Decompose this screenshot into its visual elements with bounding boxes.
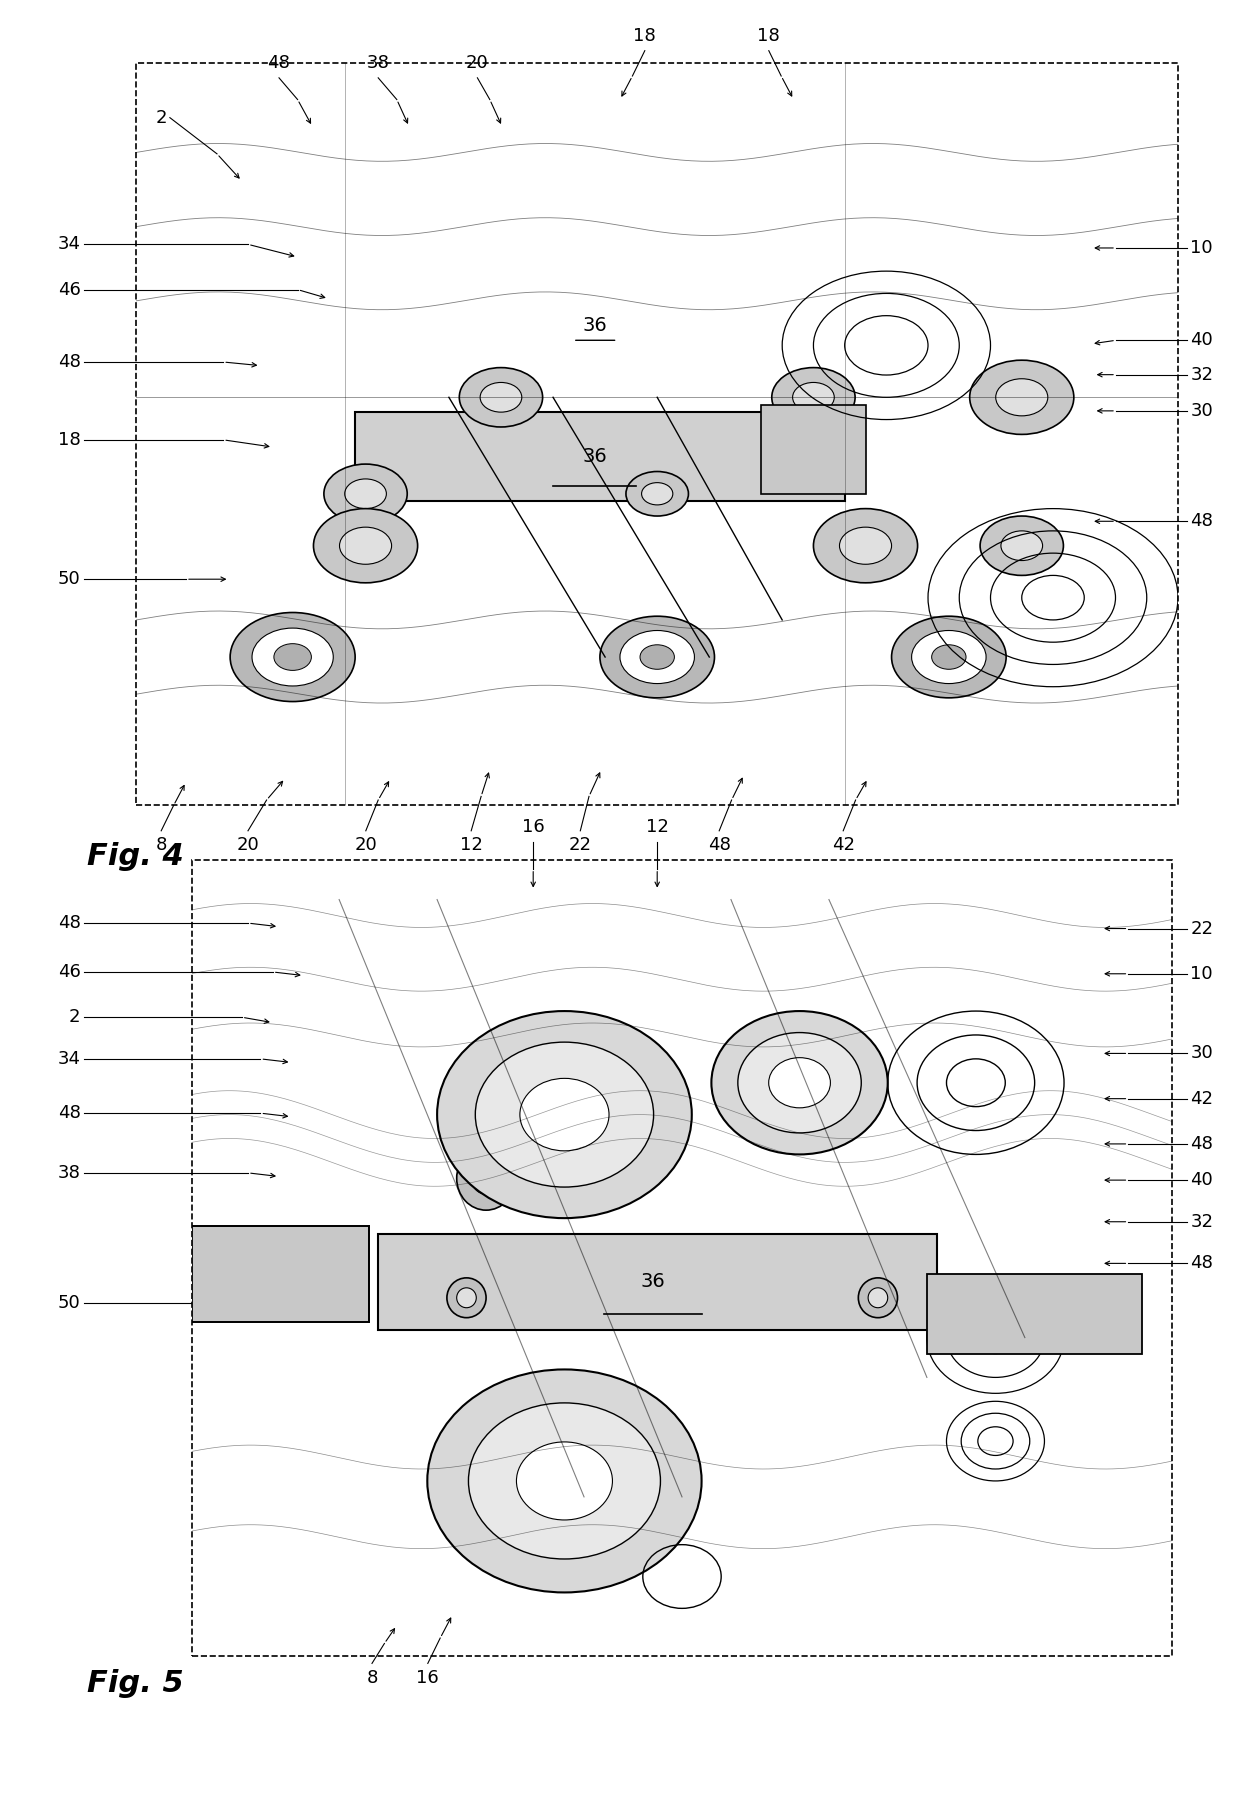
Text: 40: 40 <box>1190 331 1213 349</box>
Text: 48: 48 <box>58 914 81 932</box>
Text: 20: 20 <box>355 836 377 854</box>
Circle shape <box>324 463 407 523</box>
Text: 36: 36 <box>583 1095 608 1113</box>
Text: 16: 16 <box>522 818 544 836</box>
Text: Fig. 5: Fig. 5 <box>87 1669 184 1698</box>
Ellipse shape <box>868 1289 888 1307</box>
Circle shape <box>792 382 835 413</box>
Circle shape <box>626 472 688 516</box>
Text: 16: 16 <box>417 1669 439 1687</box>
Circle shape <box>314 509 418 583</box>
Circle shape <box>620 630 694 684</box>
Circle shape <box>480 382 522 413</box>
Bar <box>192 860 1172 1656</box>
Text: 36: 36 <box>583 317 608 335</box>
Text: 32: 32 <box>1190 366 1214 384</box>
Text: 30: 30 <box>1190 402 1213 420</box>
Circle shape <box>459 367 543 427</box>
Circle shape <box>438 1012 692 1218</box>
Ellipse shape <box>446 1278 486 1318</box>
Text: 48: 48 <box>58 1104 81 1122</box>
Text: 32: 32 <box>1190 1213 1214 1231</box>
Text: Fig. 4: Fig. 4 <box>87 842 184 871</box>
Text: 2: 2 <box>69 1008 81 1026</box>
Circle shape <box>252 628 334 686</box>
Text: 46: 46 <box>58 963 81 981</box>
Text: 8: 8 <box>155 836 167 854</box>
Text: 18: 18 <box>58 431 81 449</box>
Circle shape <box>738 1032 862 1133</box>
Text: 48: 48 <box>708 836 730 854</box>
FancyBboxPatch shape <box>355 413 844 501</box>
Circle shape <box>1001 530 1043 561</box>
Circle shape <box>970 360 1074 434</box>
Circle shape <box>641 483 673 505</box>
Text: 50: 50 <box>58 1294 81 1312</box>
Ellipse shape <box>858 1278 898 1318</box>
Circle shape <box>769 1057 831 1108</box>
Ellipse shape <box>620 1149 646 1176</box>
Text: 48: 48 <box>1190 512 1213 530</box>
Text: 22: 22 <box>569 836 591 854</box>
Text: 8: 8 <box>366 1669 378 1687</box>
Text: 10: 10 <box>1190 239 1213 257</box>
Text: 46: 46 <box>58 281 81 299</box>
Circle shape <box>892 615 1006 699</box>
Circle shape <box>340 527 392 565</box>
Text: 12: 12 <box>646 818 668 836</box>
FancyBboxPatch shape <box>378 1234 936 1330</box>
Text: 2: 2 <box>156 109 167 127</box>
FancyBboxPatch shape <box>928 1274 1142 1354</box>
FancyBboxPatch shape <box>761 405 866 494</box>
Text: 48: 48 <box>1190 1135 1213 1153</box>
Text: 12: 12 <box>460 836 482 854</box>
Circle shape <box>980 516 1064 576</box>
Circle shape <box>469 1403 661 1558</box>
Circle shape <box>996 378 1048 416</box>
Text: 48: 48 <box>58 353 81 371</box>
Text: 18: 18 <box>758 27 780 45</box>
Text: 20: 20 <box>466 54 489 72</box>
Text: 38: 38 <box>367 54 389 72</box>
Ellipse shape <box>456 1289 476 1307</box>
Text: 20: 20 <box>237 836 259 854</box>
Text: 36: 36 <box>583 447 608 467</box>
Circle shape <box>345 480 387 509</box>
Text: 42: 42 <box>1190 1090 1214 1108</box>
Circle shape <box>712 1012 888 1155</box>
Text: 22: 22 <box>1190 919 1214 938</box>
Ellipse shape <box>606 1135 660 1191</box>
Text: 42: 42 <box>832 836 854 854</box>
Text: 40: 40 <box>1190 1171 1213 1189</box>
Text: 30: 30 <box>1190 1044 1213 1062</box>
Text: 48: 48 <box>1190 1254 1213 1272</box>
Circle shape <box>520 1079 609 1151</box>
Text: 50: 50 <box>58 570 81 588</box>
Ellipse shape <box>456 1146 516 1211</box>
Text: 34: 34 <box>57 235 81 253</box>
Text: 18: 18 <box>634 27 656 45</box>
Text: 48: 48 <box>268 54 290 72</box>
Circle shape <box>911 630 986 684</box>
Bar <box>136 63 1178 805</box>
Ellipse shape <box>471 1162 501 1195</box>
Circle shape <box>839 527 892 565</box>
Circle shape <box>771 367 856 427</box>
Circle shape <box>931 644 966 670</box>
Text: 34: 34 <box>57 1050 81 1068</box>
Circle shape <box>516 1443 613 1520</box>
Circle shape <box>600 615 714 699</box>
Text: 38: 38 <box>58 1164 81 1182</box>
FancyBboxPatch shape <box>192 1225 368 1321</box>
Circle shape <box>813 509 918 583</box>
Text: 36: 36 <box>640 1272 665 1291</box>
Circle shape <box>274 644 311 670</box>
Circle shape <box>640 644 675 670</box>
Circle shape <box>475 1043 653 1187</box>
Text: 10: 10 <box>1190 965 1213 983</box>
Circle shape <box>231 612 355 702</box>
Circle shape <box>428 1370 702 1593</box>
